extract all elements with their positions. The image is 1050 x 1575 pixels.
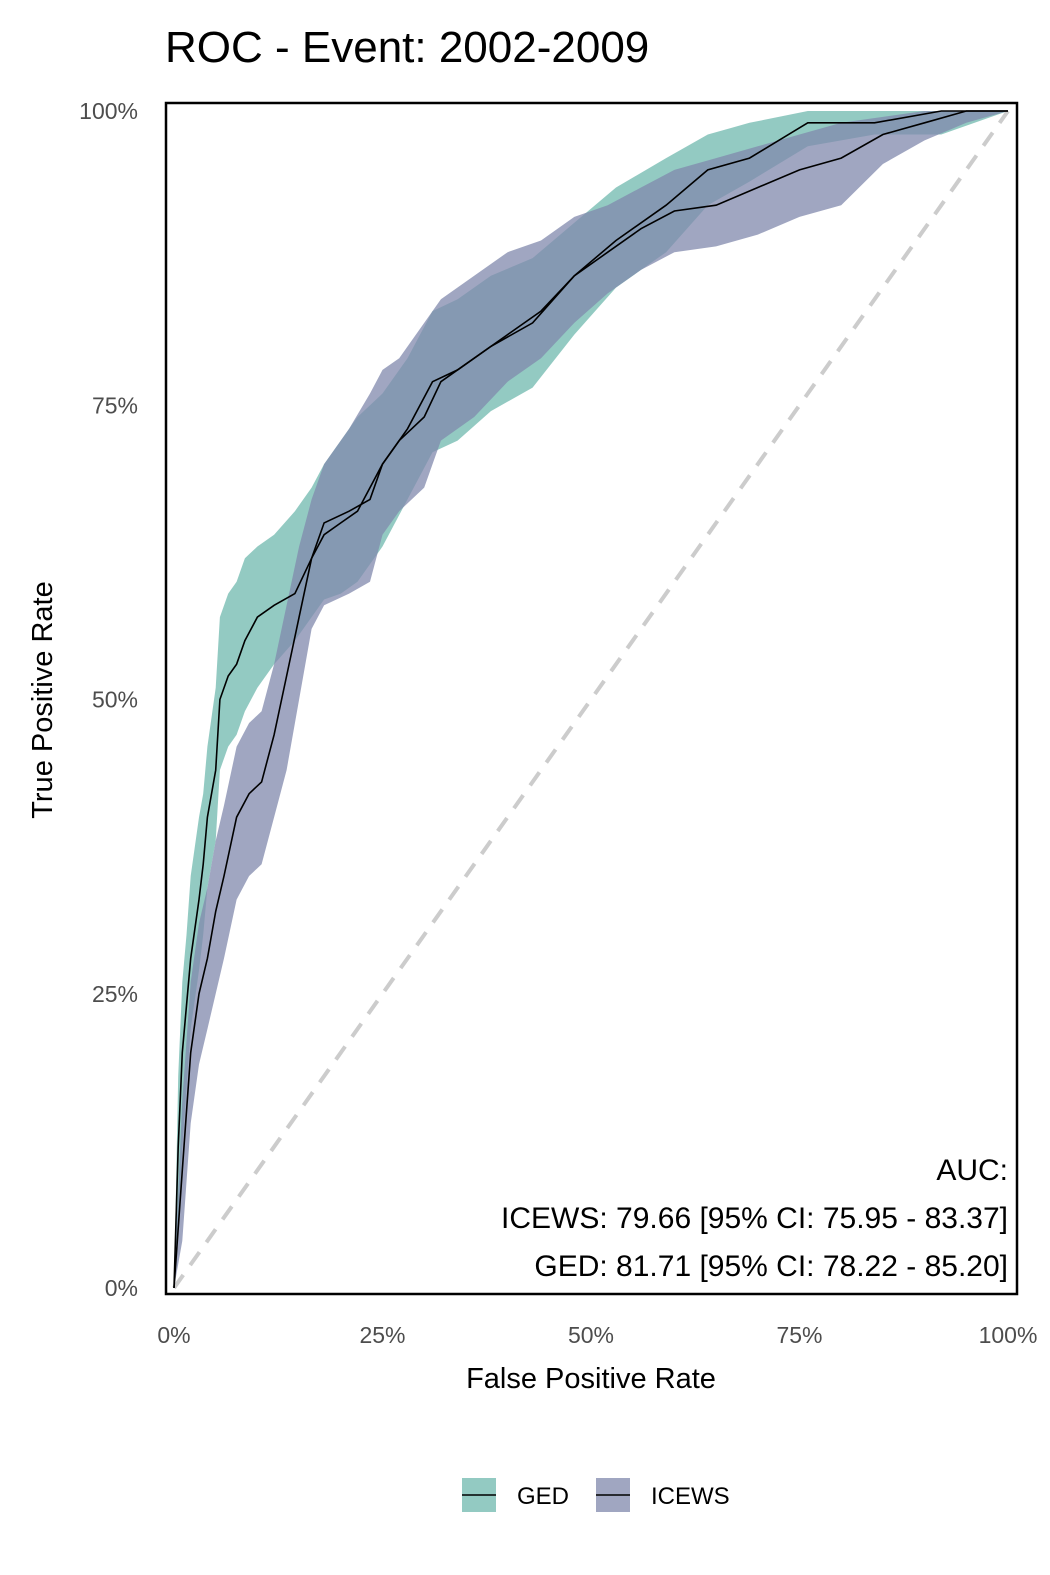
legend-label-ged: GED [517, 1483, 569, 1510]
ci-band-icews [174, 111, 1008, 1288]
y-axis-title: True Positive Rate [27, 581, 59, 818]
chart-title: ROC - Event: 2002-2009 [165, 23, 649, 72]
x-tick-label: 100% [979, 1322, 1038, 1348]
x-tick-label: 0% [157, 1322, 190, 1348]
roc-curve-ged [173, 110, 1008, 1289]
legend-label-icews: ICEWS [651, 1483, 730, 1510]
roc-curve-icews [173, 110, 1008, 1289]
y-tick-label: 0% [105, 1275, 138, 1301]
auc-annotation: AUC: ICEWS: 79.66 [95% CI: 75.95 - 83.37… [501, 1154, 1008, 1283]
x-axis-title: False Positive Rate [466, 1363, 716, 1395]
y-tick-label: 25% [92, 981, 138, 1007]
auc-header: AUC: [936, 1154, 1008, 1187]
y-tick-label: 75% [92, 392, 138, 418]
plot-panel-border [164, 101, 1019, 1296]
legend: GED ICEWS [462, 1478, 730, 1512]
y-tick-label: 100% [79, 98, 138, 124]
x-tick-label: 75% [776, 1322, 822, 1348]
auc-icews-line: ICEWS: 79.66 [95% CI: 75.95 - 83.37] [501, 1202, 1008, 1235]
y-tick-label: 50% [92, 687, 138, 713]
x-tick-label: 50% [568, 1322, 614, 1348]
auc-ged-line: GED: 81.71 [95% CI: 78.22 - 85.20] [534, 1250, 1008, 1283]
x-tick-label: 25% [359, 1322, 405, 1348]
